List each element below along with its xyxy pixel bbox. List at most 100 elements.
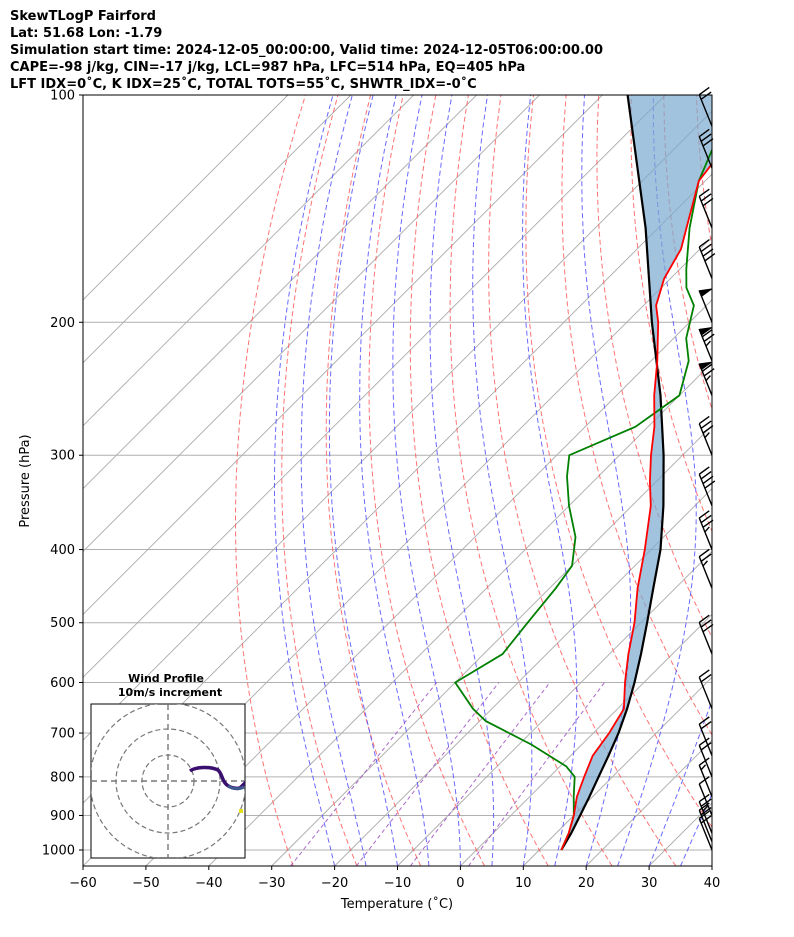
wind-barb-staff	[698, 818, 713, 851]
isotherm-line	[334, 487, 712, 866]
isotherm-line	[208, 362, 712, 866]
wind-barb-staff	[698, 136, 713, 169]
hodograph-inset: Wind Profile 10m/s increment	[90, 672, 246, 859]
isotherm-line	[83, 95, 415, 427]
wind-barb-tick	[700, 553, 712, 562]
wind-barb-staff	[698, 423, 713, 456]
wind-barb-tick	[700, 674, 712, 683]
wind-barb	[698, 669, 713, 710]
y-tick-label: 100	[50, 89, 75, 104]
isotherm-line	[83, 110, 712, 741]
wind-barb-tick	[700, 471, 712, 480]
wind-barb-staff	[698, 94, 713, 127]
isotherm-line	[397, 550, 712, 866]
wind-barb-staff	[698, 517, 713, 550]
wind-barb-tick	[702, 560, 708, 567]
wind-barb-tick	[698, 716, 710, 725]
dry-adiabat-line	[695, 95, 712, 251]
wind-barb-tick	[698, 614, 710, 624]
wind-barb-staff	[698, 196, 713, 229]
wind-barb-tick	[698, 669, 710, 678]
y-tick-label: 400	[50, 543, 75, 558]
x-tick-label: 10	[515, 876, 532, 891]
station-title: SkewTLogP Fairford	[10, 9, 156, 24]
wind-barb	[698, 548, 713, 589]
x-tick-label: 0	[456, 876, 464, 891]
wind-barb-flag	[698, 361, 712, 371]
wind-barb-tick	[698, 239, 710, 248]
moist-adiabat-line	[300, 95, 367, 866]
hodograph-trace	[188, 765, 245, 791]
moist-adiabat-line	[680, 792, 712, 866]
cape-area	[561, 95, 712, 850]
wind-barb	[698, 188, 714, 229]
wind-barb-tick	[698, 86, 710, 96]
moist-adiabat-line	[328, 95, 398, 866]
chart-header: SkewTLogP Fairford Lat: 51.68 Lon: -1.79…	[10, 8, 603, 93]
wind-barb-staff	[698, 783, 713, 816]
wind-barb-staff	[698, 723, 713, 756]
profile-lines	[453, 95, 712, 851]
indices-line-1: CAPE=-98 j/kg, CIN=-17 j/kg, LCL=987 hPa…	[10, 60, 526, 75]
wind-barb-tick	[700, 742, 712, 751]
lat-lon-line: Lat: 51.68 Lon: -1.79	[10, 26, 163, 41]
mixing-ratio-line	[355, 682, 500, 866]
wind-barb-tick	[703, 333, 715, 342]
isotherm-line	[711, 865, 712, 866]
wind-barb-tick	[700, 720, 712, 730]
y-axis-label: Pressure (hPa)	[18, 434, 33, 527]
wind-barb-tick	[702, 519, 714, 528]
x-tick-label: −60	[69, 876, 96, 891]
x-axis-label: Temperature (˚C)	[340, 896, 453, 912]
wind-barb-tick	[702, 623, 714, 633]
wind-barb-tick	[700, 619, 712, 628]
dry-adiabat-line	[325, 95, 422, 866]
wind-barb-tick	[701, 328, 713, 338]
wind-barb-staff	[698, 676, 713, 710]
time-line: Simulation start time: 2024-12-05_00:00:…	[10, 43, 603, 58]
wind-barb-tick	[698, 757, 710, 766]
wind-barb-tick	[698, 188, 710, 197]
dewpoint-line	[453, 147, 712, 851]
isotherm-line	[522, 676, 712, 866]
isotherm-line	[83, 95, 477, 490]
wind-barbs	[698, 86, 716, 851]
parcel-profile-line	[560, 95, 665, 851]
wind-barb-tick	[700, 514, 712, 524]
temperature-line	[560, 162, 712, 851]
wind-barb	[698, 239, 716, 279]
wind-barb-tick	[704, 480, 716, 489]
dry-adiabat-line	[596, 95, 712, 639]
wind-barb-staff	[698, 622, 713, 655]
wind-barb-flag	[698, 327, 712, 336]
x-axis-ticks: −60 −50 −40 −30 −20 −10 0 10 20 30 40	[69, 866, 720, 891]
isotherm-line	[775, 95, 794, 866]
isotherm-line	[271, 425, 712, 866]
wind-barb	[698, 510, 714, 550]
dry-adiabat-line	[729, 95, 794, 866]
wind-barb-tick	[698, 510, 710, 519]
wind-barb-staff	[698, 764, 713, 797]
mixing-ratio-line	[290, 682, 438, 866]
wind-barb	[698, 128, 714, 169]
hodograph-subtitle: 10m/s increment	[118, 686, 222, 699]
dry-adiabat-line	[409, 95, 549, 866]
wind-barb-tick	[698, 548, 710, 558]
wind-barb-staff	[698, 556, 713, 589]
x-tick-label: −50	[132, 876, 159, 891]
x-tick-label: −10	[384, 876, 411, 891]
mixing-ratio-line	[409, 682, 551, 866]
isotherm-line	[83, 95, 289, 301]
wind-barb-tick	[700, 133, 712, 142]
wind-barb-tick	[702, 138, 714, 147]
wind-barb-staff	[698, 246, 713, 279]
moist-adiabat-line	[711, 864, 712, 866]
isotherm-line	[83, 95, 540, 553]
wind-barb-tick	[698, 415, 710, 425]
wind-barb	[698, 288, 713, 323]
isotherm-line	[83, 95, 603, 616]
isotherm-line	[145, 299, 712, 866]
x-tick-label: −40	[195, 876, 222, 891]
y-tick-label: 800	[50, 770, 75, 785]
